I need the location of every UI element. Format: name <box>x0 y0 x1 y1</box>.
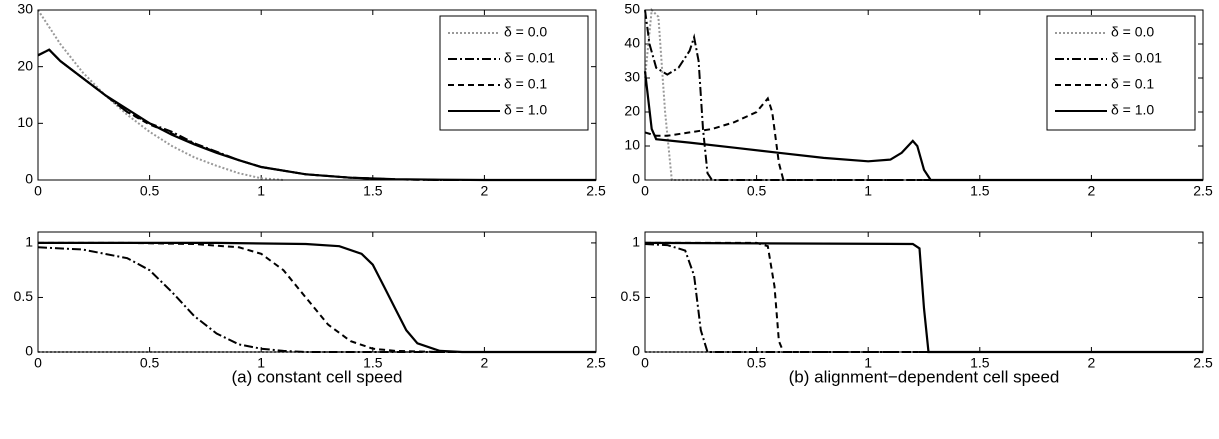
legend-label: δ = 0.01 <box>504 50 555 66</box>
legend-label: δ = 0.0 <box>504 24 547 40</box>
x-tick-label: 0.5 <box>140 183 160 199</box>
legend-label: δ = 0.1 <box>504 76 547 92</box>
x-tick-label: 0.5 <box>747 183 767 199</box>
axes-box <box>37 231 597 353</box>
y-tick-label: 20 <box>17 57 33 73</box>
x-tick-label: 0 <box>34 183 42 199</box>
y-tick-label: 0 <box>25 343 33 359</box>
y-tick-label: 0 <box>632 171 640 187</box>
axes-box <box>644 231 1204 353</box>
x-tick-label: 1 <box>257 355 265 371</box>
caption: (a) constant cell speed <box>231 367 402 386</box>
x-tick-label: 2.5 <box>586 183 606 199</box>
x-tick-label: 1.5 <box>363 183 383 199</box>
y-tick-label: 1 <box>632 234 640 250</box>
x-tick-label: 0 <box>641 355 649 371</box>
x-tick-label: 1 <box>864 183 872 199</box>
x-tick-label: 0 <box>34 355 42 371</box>
line-series <box>37 246 596 353</box>
y-tick-label: 50 <box>624 1 640 17</box>
legend-label: δ = 1.0 <box>1111 102 1154 118</box>
subplot: 0 0.5 1 1.5 2 2.5 0 10 20 30 δ = 0.0 δ = 0.01 δ = 0.… <box>17 1 606 199</box>
x-tick-label: 1.5 <box>970 183 990 199</box>
subplot: 0 0.5 1 1.5 2 2.5 0 10 20 30 40 50 δ = 0.0 δ = 0.01 δ … <box>624 1 1213 199</box>
plot-area <box>645 232 1203 352</box>
legend-label: δ = 0.01 <box>1111 50 1162 66</box>
x-tick-label: 2 <box>481 183 489 199</box>
legend-label: δ = 0.0 <box>1111 24 1154 40</box>
y-tick-label: 0.5 <box>14 288 34 304</box>
y-tick-label: 10 <box>624 137 640 153</box>
y-tick-label: 0 <box>632 343 640 359</box>
line-series <box>644 96 1203 181</box>
y-tick-label: 30 <box>17 1 33 17</box>
x-tick-label: 1.5 <box>363 355 383 371</box>
line-series <box>37 48 596 182</box>
y-tick-label: 10 <box>17 114 33 130</box>
x-tick-label: 0.5 <box>140 355 160 371</box>
line-series <box>38 241 596 354</box>
axes-box <box>644 9 1204 181</box>
x-tick-label: 0 <box>641 183 649 199</box>
y-tick-label: 30 <box>624 69 640 85</box>
y-tick-label: 0 <box>25 171 33 187</box>
x-tick-label: 1 <box>864 355 872 371</box>
legend-label: δ = 1.0 <box>504 102 547 118</box>
x-tick-label: 1 <box>257 183 265 199</box>
legend-label: δ = 0.1 <box>1111 76 1154 92</box>
subplot: 0 0.5 1 1.5 2 2.500.51(b) alignment−dependent… <box>621 231 1213 386</box>
line-series <box>644 9 1203 181</box>
x-tick-label: 0.5 <box>747 355 767 371</box>
y-tick-label: 20 <box>624 103 640 119</box>
x-tick-label: 2 <box>1088 183 1096 199</box>
y-tick-label: 1 <box>25 234 33 250</box>
x-tick-label: 2 <box>481 355 489 371</box>
caption: (b) alignment−dependent cell speed <box>789 367 1060 386</box>
axes-box <box>37 9 597 181</box>
y-tick-label: 0.5 <box>621 288 641 304</box>
line-series <box>643 71 1203 182</box>
x-tick-label: 2.5 <box>586 355 606 371</box>
subplot: 0 0.5 1 1.5 2 2.500.51(a) constant cell speed <box>14 231 606 386</box>
x-tick-label: 2 <box>1088 355 1096 371</box>
x-tick-label: 2.5 <box>1193 355 1213 371</box>
x-tick-label: 2.5 <box>1193 183 1213 199</box>
x-tick-label: 1.5 <box>970 355 990 371</box>
line-series <box>37 9 284 181</box>
y-tick-label: 40 <box>624 35 640 51</box>
plot-area <box>38 232 596 352</box>
